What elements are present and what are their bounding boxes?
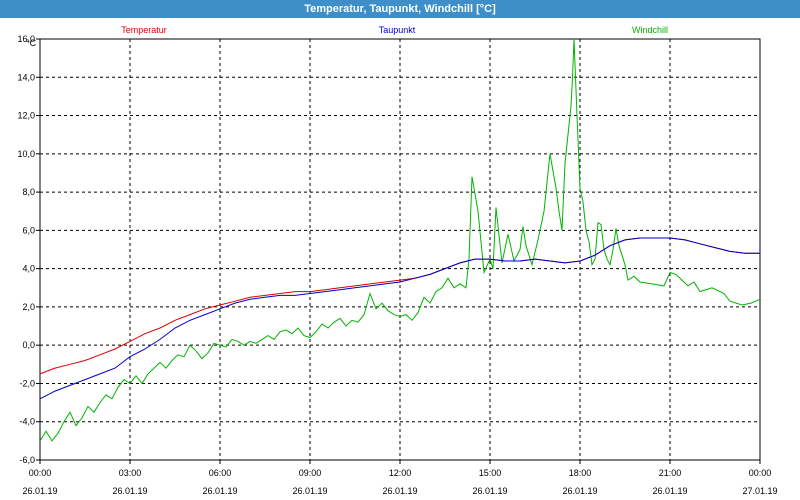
x-tick-date-label: 26.01.19 [562,486,597,496]
series-line-windchill [39,38,761,442]
y-tick-label: 12,0 [17,111,35,121]
x-tick-date-label: 26.01.19 [292,486,327,496]
window-title: Temperatur, Taupunkt, Windchill [°C] [0,0,800,18]
series-lines [39,38,761,442]
y-tick-label: 14,0 [17,72,35,82]
y-axis-unit: °C [26,38,37,48]
y-tick-label: -2,0 [19,378,35,388]
x-tick-date-label: 26.01.19 [382,486,417,496]
x-tick-time-label: 15:00 [479,468,502,478]
x-tick-time-label: 00:00 [29,468,52,478]
legend: Temperatur Taupunkt Windchill [121,25,668,35]
x-tick-time-label: 12:00 [389,468,412,478]
y-axis: -6,0 -4,0 -2,0 0,0 2,0 4,0 6,0 8,0 10,0 12,0 14,0 1… [17,34,40,465]
y-tick-label: -6,0 [19,455,35,465]
x-tick-date-label: 26.01.19 [652,486,687,496]
series-line-taupunkt [39,237,760,400]
x-tick-time-label: 00:00 [749,468,772,478]
x-tick-time-label: 09:00 [299,468,322,478]
x-tick-time-label: 06:00 [209,468,232,478]
y-tick-label: 10,0 [17,149,35,159]
y-tick-label: 2,0 [22,302,35,312]
legend-label-windchill: Windchill [632,25,668,35]
x-tick-date-label: 26.01.19 [202,486,237,496]
y-tick-label: 16,0 [17,34,35,44]
y-tick-label: 8,0 [22,187,35,197]
x-tick-date-label: 26.01.19 [22,486,57,496]
x-axis: 00:00 26.01.19 03:00 26.01.19 06:00 26.01.19 0… [22,460,778,496]
line-chart: -6,0 -4,0 -2,0 0,0 2,0 4,0 6,0 8,0 10,0 12,0 14,0 1… [17,25,778,496]
x-tick-date-label: 27.01.19 [742,486,777,496]
x-tick-time-label: 21:00 [659,468,682,478]
y-tick-label: 6,0 [22,225,35,235]
x-tick-date-label: 26.01.19 [112,486,147,496]
x-tick-time-label: 03:00 [119,468,142,478]
grid [40,39,760,460]
legend-label-temperatur: Temperatur [121,25,167,35]
y-tick-label: 0,0 [22,340,35,350]
x-tick-time-label: 18:00 [569,468,592,478]
legend-label-taupunkt: Taupunkt [379,25,416,35]
x-tick-date-label: 26.01.19 [472,486,507,496]
y-tick-label: -4,0 [19,417,35,427]
y-tick-label: 4,0 [22,264,35,274]
